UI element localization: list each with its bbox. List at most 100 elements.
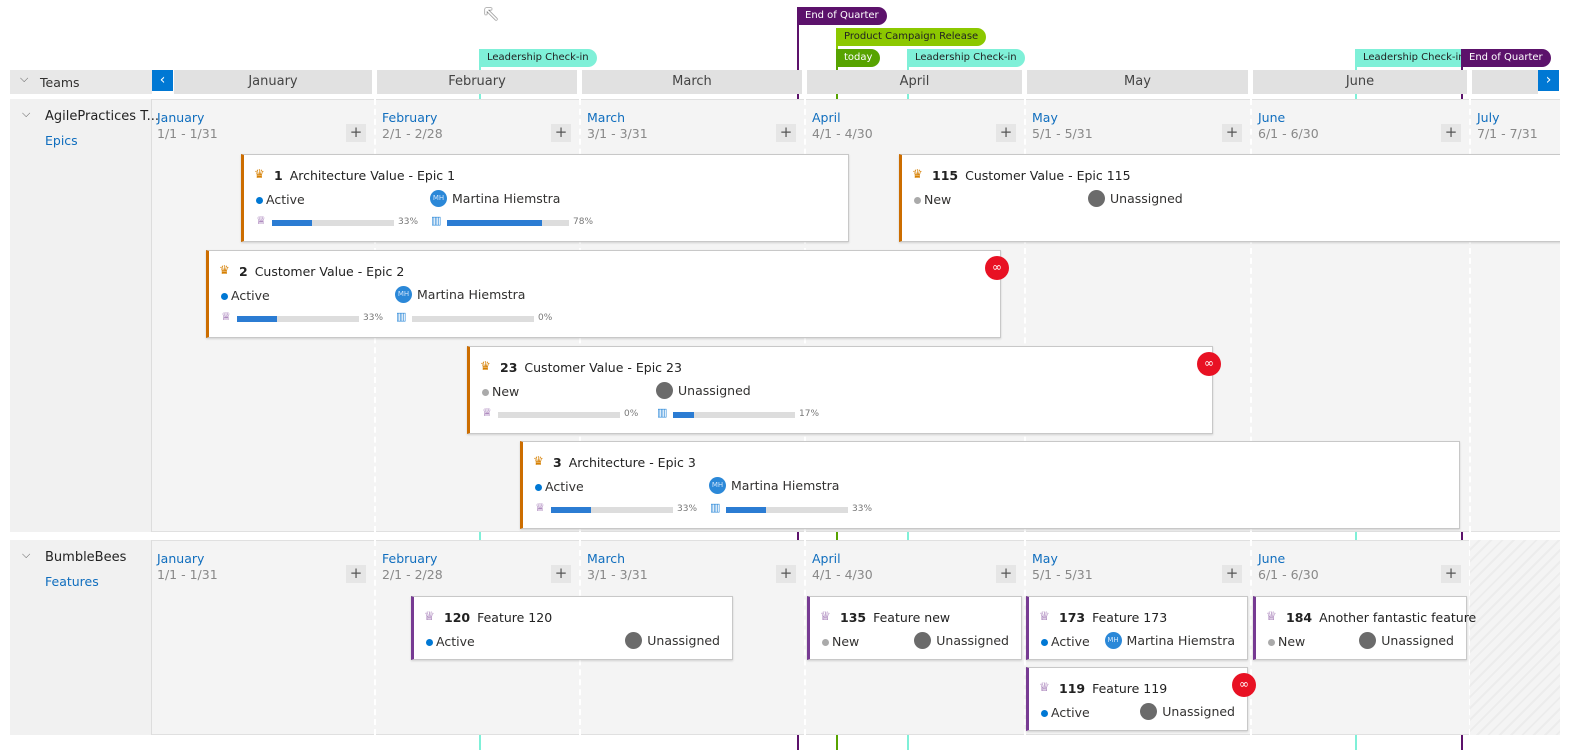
column-separator: [1024, 540, 1026, 735]
unassigned-icon: [1088, 190, 1105, 207]
add-button[interactable]: +: [1222, 565, 1242, 583]
marker-label: Leadership Check-in: [479, 49, 597, 67]
card-state: Active: [545, 479, 584, 494]
assignee-name: Unassigned: [1381, 633, 1454, 648]
card-state: New: [924, 192, 952, 207]
avatar: MH: [430, 190, 447, 207]
add-button[interactable]: +: [776, 565, 796, 583]
card[interactable]: ♕ 135 Feature new New Unassigned: [807, 596, 1022, 660]
column-separator: [1250, 99, 1252, 532]
assignee-name: Martina Hiemstra: [417, 287, 526, 302]
marker-label: End of Quarter: [1461, 49, 1551, 67]
add-button[interactable]: +: [551, 124, 571, 142]
progress-fill: [551, 507, 592, 513]
card[interactable]: ♛ 23 Customer Value - Epic 23 New Unassigned…: [467, 346, 1213, 434]
delivery-plan: End of Quarter Product Campaign Release to…: [10, 2, 1560, 750]
progress-label: 33%: [677, 504, 698, 514]
card-title: Feature 173: [1092, 610, 1168, 625]
avatar: MH: [1104, 632, 1122, 649]
month-name: May: [1032, 551, 1058, 566]
team-name[interactable]: BumbleBees: [45, 550, 127, 565]
team-name[interactable]: AgilePractices T...: [45, 109, 159, 124]
trophy-icon: ♕: [256, 214, 266, 227]
assignee-name: Martina Hiemstra: [1126, 633, 1235, 648]
nav-left[interactable]: ‹: [152, 70, 173, 91]
card[interactable]: ♛ 3 Architecture - Epic 3 Active MH Martina H…: [520, 441, 1460, 529]
crown-icon: ♛: [254, 167, 265, 181]
chevron: ⌵: [22, 548, 31, 561]
progress-track: [272, 220, 394, 226]
card-state: New: [1278, 634, 1306, 649]
month-name: February: [382, 551, 438, 566]
card[interactable]: ♕ 120 Feature 120 Active Unassigned: [411, 596, 733, 660]
crown-icon: ♛: [912, 167, 923, 181]
assignee: Unassigned: [656, 382, 751, 400]
add-button[interactable]: +: [1222, 124, 1242, 142]
card[interactable]: ♕ 119 Feature 119 Active Unassigned: [1026, 667, 1248, 731]
trophy-icon: ♕: [1266, 609, 1277, 623]
unassigned-icon: [625, 632, 643, 649]
backlog-link[interactable]: Epics: [45, 133, 78, 148]
assignee: Unassigned: [1359, 632, 1454, 650]
state-dot: [482, 389, 489, 396]
progress-label: 78%: [573, 217, 594, 227]
card-id: 173: [1059, 610, 1086, 625]
marker-label: End of Quarter: [797, 7, 887, 25]
add-button[interactable]: +: [1441, 124, 1461, 142]
month-range: 5/1 - 5/31: [1032, 567, 1093, 582]
card[interactable]: ♛ 115 Customer Value - Epic 115 New Unassign…: [899, 154, 1560, 242]
card[interactable]: ♛ 2 Customer Value - Epic 2 Active MH Martina…: [206, 250, 1001, 338]
backlog-link[interactable]: Features: [45, 574, 99, 589]
dependency-icon[interactable]: ∞: [985, 256, 1009, 280]
add-button[interactable]: +: [996, 124, 1016, 142]
card[interactable]: ♛ 1 Architecture Value - Epic 1 Active MH Mar…: [241, 154, 849, 242]
team-panel: [10, 540, 152, 735]
state-dot: [535, 484, 542, 491]
month-range: 7/1 - 7/31: [1477, 126, 1538, 141]
dependency-icon[interactable]: ∞: [1197, 352, 1221, 376]
unassigned-icon: [914, 632, 932, 649]
state-dot: [221, 293, 228, 300]
month-range: 2/1 - 2/28: [382, 126, 443, 141]
month-name: April: [812, 110, 841, 125]
month-range: 1/1 - 1/31: [157, 126, 218, 141]
month-name: July: [1477, 110, 1500, 125]
add-button[interactable]: +: [996, 565, 1016, 583]
month-header: June: [1253, 70, 1467, 94]
assignee-name: Unassigned: [647, 633, 720, 648]
card-title-line: 1 Architecture Value - Epic 1: [274, 168, 455, 183]
progress-track: [673, 412, 795, 418]
month-name: March: [587, 110, 626, 125]
add-button[interactable]: +: [551, 565, 571, 583]
card-id: 2: [239, 264, 248, 279]
month-header: May: [1027, 70, 1248, 94]
assignee-name: Unassigned: [1162, 704, 1235, 719]
column-separator: [1469, 99, 1471, 532]
team-panel: [10, 99, 152, 532]
avatar: MH: [395, 286, 412, 303]
add-button[interactable]: +: [776, 124, 796, 142]
trophy-icon: ♕: [535, 501, 545, 514]
progress-fill: [673, 412, 694, 418]
assignee: Unassigned: [1140, 703, 1235, 721]
assignee: MH Martina Hiemstra: [395, 286, 525, 304]
card[interactable]: ♕ 184 Another fantastic feature New Unassign…: [1253, 596, 1476, 660]
nav-right[interactable]: ›: [1538, 70, 1559, 91]
card[interactable]: ♕ 173 Feature 173 Active MH Martina Hiemstra: [1026, 596, 1248, 660]
add-button[interactable]: +: [1441, 565, 1461, 583]
progress-track: [498, 412, 620, 418]
marker-label: today: [836, 49, 881, 67]
dependency-icon[interactable]: ∞: [1232, 673, 1256, 697]
month-header: February: [377, 70, 577, 94]
card-title-line: 119 Feature 119: [1059, 681, 1167, 696]
progress-label: 17%: [799, 409, 820, 419]
card-state: Active: [1051, 705, 1090, 720]
progress-track: [412, 316, 534, 322]
assignee: Unassigned: [625, 632, 720, 650]
card-state: Active: [436, 634, 475, 649]
add-button[interactable]: +: [346, 565, 366, 583]
card-id: 23: [500, 360, 518, 375]
month-header: April: [807, 70, 1022, 94]
assignee: MH Martina Hiemstra: [430, 190, 560, 208]
add-button[interactable]: +: [346, 124, 366, 142]
